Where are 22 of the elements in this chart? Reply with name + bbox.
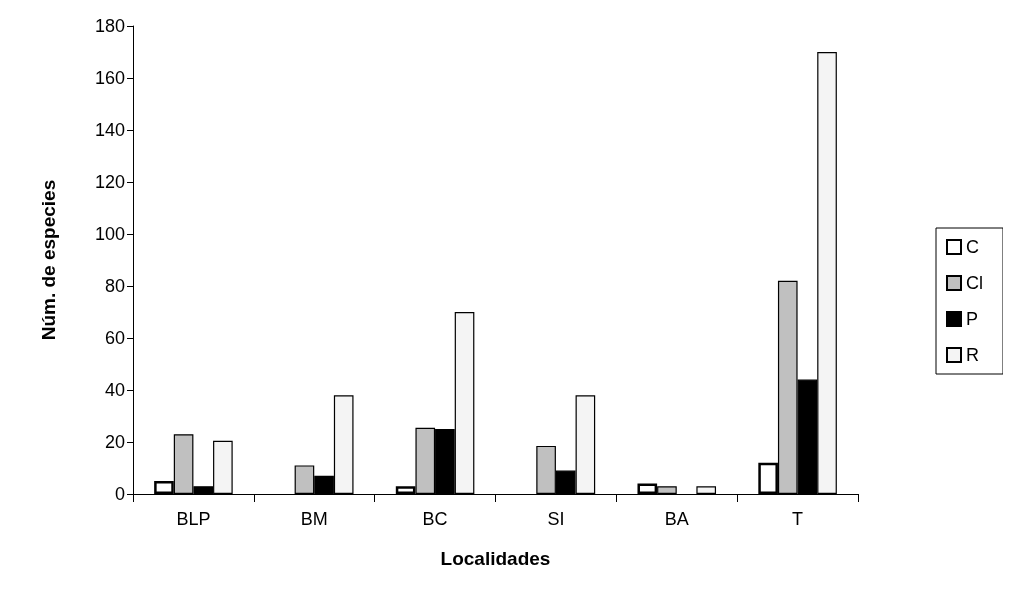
x-tick-label: BC: [422, 509, 448, 529]
y-tick-label: 0: [114, 484, 125, 504]
legend-label: Cl: [966, 273, 983, 293]
y-tick-label: 100: [94, 224, 125, 244]
y-tick-label: 120: [94, 172, 125, 192]
y-axis-title: Núm. de especies: [38, 179, 59, 341]
y-tick-label: 60: [104, 328, 125, 348]
legend-label: C: [966, 237, 979, 257]
y-tick-label: 180: [94, 16, 125, 36]
y-tick-label: 80: [104, 276, 125, 296]
legend-label: R: [966, 345, 979, 365]
x-tick-label: BLP: [176, 509, 211, 529]
x-tick-label: SI: [547, 509, 565, 529]
x-tick-label: T: [792, 509, 804, 529]
y-tick-label: 20: [104, 432, 125, 452]
y-tick-label: 40: [104, 380, 125, 400]
x-tick-label: BM: [300, 509, 328, 529]
y-tick-label: 140: [94, 120, 125, 140]
x-tick-label: BA: [664, 509, 689, 529]
legend-label: P: [966, 309, 979, 329]
x-axis-title: Localidades: [440, 548, 551, 569]
y-tick-label: 160: [94, 68, 125, 88]
